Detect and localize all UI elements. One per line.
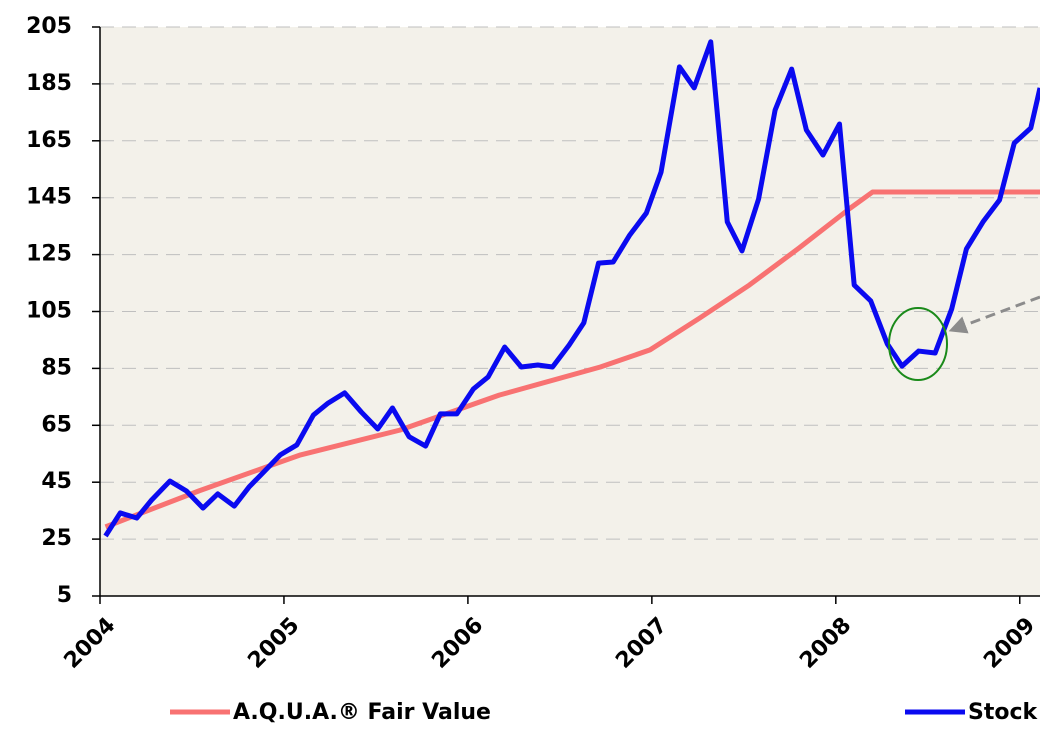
y-tick-label: 5 xyxy=(57,583,72,608)
y-tick-label: 105 xyxy=(26,299,72,324)
x-tick-label: 2005 xyxy=(243,613,304,674)
legend-label: A.Q.U.A.® Fair Value xyxy=(233,700,491,725)
y-tick-label: 45 xyxy=(41,469,72,494)
y-tick-label: 125 xyxy=(26,242,72,267)
y-tick-label: 165 xyxy=(26,128,72,153)
grid xyxy=(100,26,1040,540)
y-tick-label: 25 xyxy=(41,526,72,551)
series-line xyxy=(104,189,1040,530)
y-tick-label: 65 xyxy=(41,412,72,437)
x-tick-label: 2007 xyxy=(611,613,672,674)
x-tick-label: 2009 xyxy=(979,613,1040,674)
y-tick-label: 145 xyxy=(26,185,72,210)
y-tick-label: 85 xyxy=(41,355,72,380)
x-tick-label: 2006 xyxy=(427,613,488,674)
legend-label: Stock Price xyxy=(968,700,1040,725)
x-tick-label: 2008 xyxy=(795,613,856,674)
y-tick-label: 205 xyxy=(26,14,72,39)
y-tick-label: 185 xyxy=(26,71,72,96)
x-tick-label: 2004 xyxy=(60,613,121,674)
highlight-circle xyxy=(888,307,948,381)
